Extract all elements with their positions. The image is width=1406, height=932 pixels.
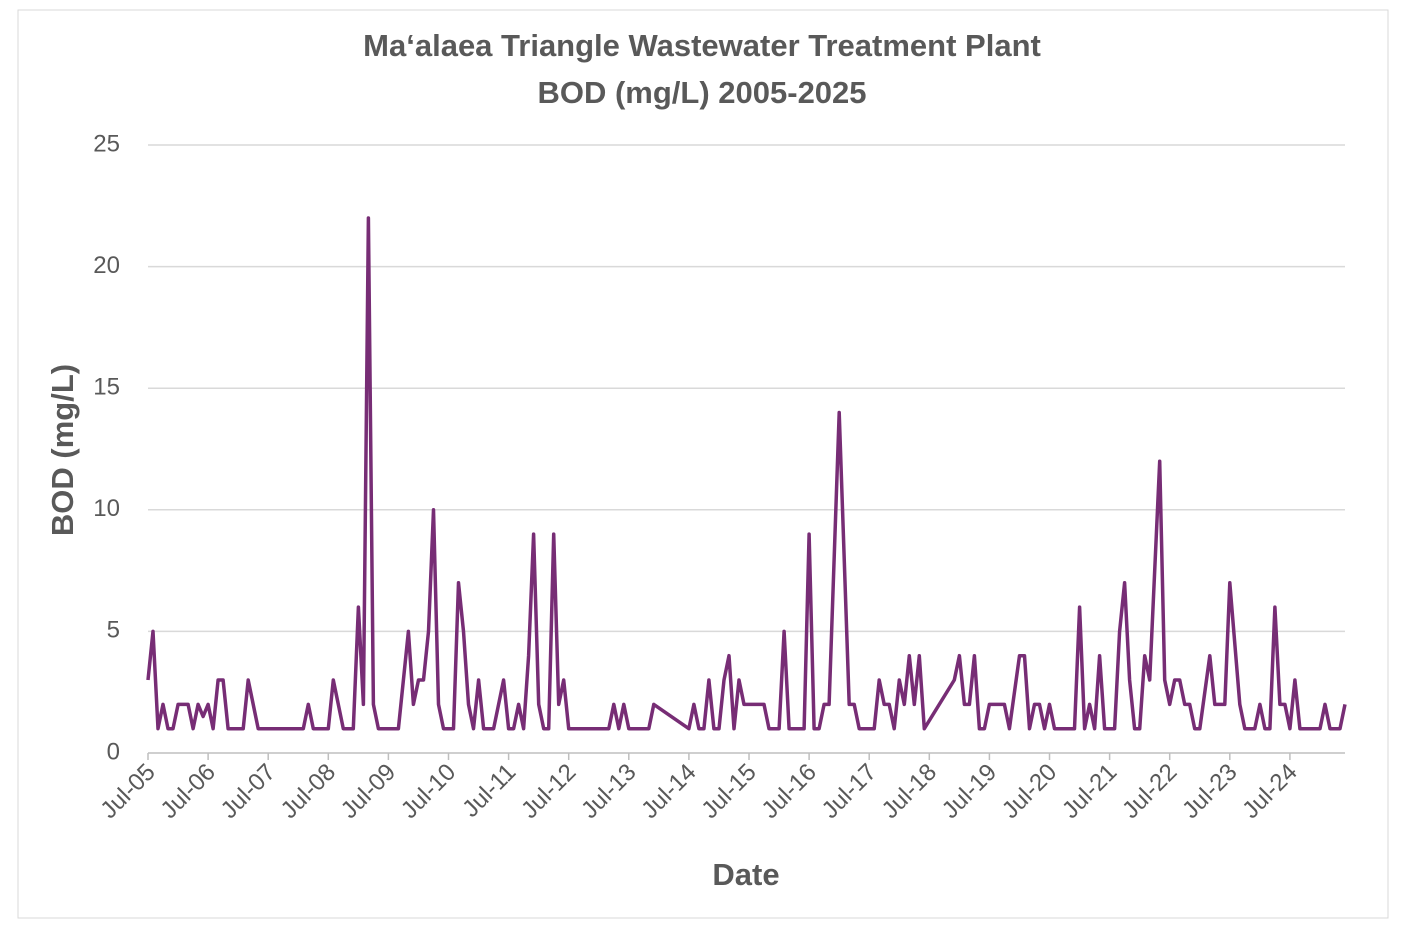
- y-tick-label: 25: [93, 130, 120, 157]
- chart-border: [17, 9, 1389, 919]
- y-axis-label: BOD (mg/L): [45, 364, 80, 536]
- data-line: [146, 216, 1347, 731]
- y-tick-label: 10: [93, 495, 120, 522]
- y-tick-label: 20: [93, 252, 120, 279]
- x-axis-label: Date: [712, 857, 779, 892]
- y-tick-label: 0: [107, 738, 120, 765]
- chart-title: BOD (mg/L) 2005-2025: [537, 75, 866, 110]
- y-tick-label: 15: [93, 374, 120, 401]
- y-tick-label: 5: [107, 617, 120, 644]
- chart-title: Ma‘alaea Triangle Wastewater Treatment P…: [363, 28, 1041, 63]
